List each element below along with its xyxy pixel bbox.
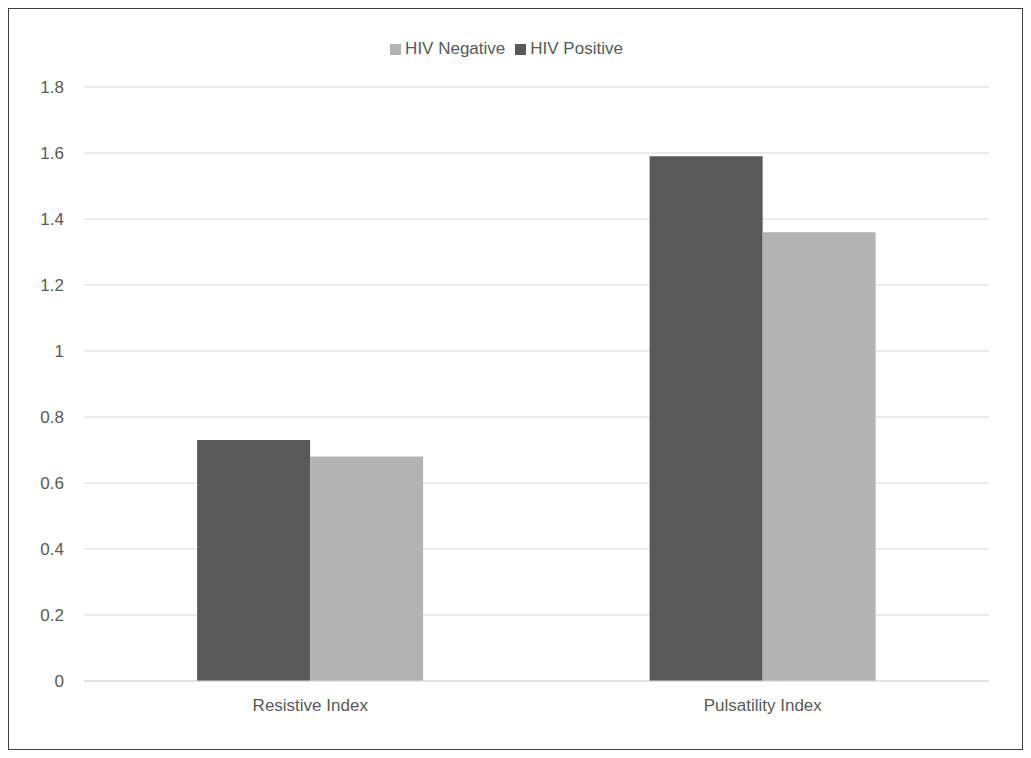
- html-text:HIV Positive: HIV Positive: [530, 39, 623, 58]
- svg-text:Resistive Index: Resistive Index: [253, 696, 369, 715]
- svg-text:0.6: 0.6: [40, 474, 64, 493]
- svg-text:0.8: 0.8: [40, 408, 64, 427]
- svg-text:0.4: 0.4: [40, 540, 64, 559]
- svg-text:0: 0: [55, 672, 64, 691]
- svg-text:Pulsatility Index: Pulsatility Index: [704, 696, 823, 715]
- svg-text:1.6: 1.6: [40, 144, 64, 163]
- svg-text:1.2: 1.2: [40, 276, 64, 295]
- html-text:HIV Negative: HIV Negative: [405, 39, 506, 58]
- svg-text:1: 1: [55, 342, 64, 361]
- svg-text:1.4: 1.4: [40, 210, 64, 229]
- svg-text:1.8: 1.8: [40, 78, 64, 97]
- svg-text:0.2: 0.2: [40, 606, 64, 625]
